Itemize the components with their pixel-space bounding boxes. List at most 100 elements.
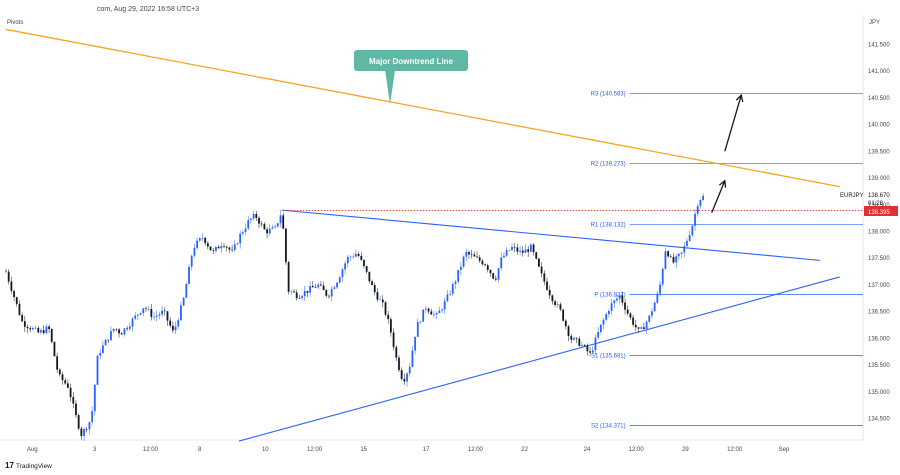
- candle-body: [112, 328, 115, 332]
- callout-text: Major Downtrend Line: [369, 57, 454, 66]
- candle-body: [416, 322, 419, 337]
- projection-arrow-shaft: [724, 95, 742, 152]
- pivot-label: R2 (139.273): [591, 161, 626, 167]
- candle-body: [64, 380, 67, 384]
- candle-body: [42, 330, 45, 334]
- candle-body: [562, 309, 565, 321]
- candle-body: [23, 321, 26, 327]
- price-axis[interactable]: 134.500 135.000 135.500 136.000 136.500 137.0…: [868, 42, 890, 422]
- candle-body: [258, 217, 260, 224]
- candle-body: [702, 195, 705, 200]
- candle-body: [621, 295, 624, 303]
- candle-body: [142, 308, 145, 314]
- candle-body: [519, 250, 521, 252]
- tradingview-logo[interactable]: 17 TradingView: [5, 461, 52, 470]
- candle-body: [67, 383, 69, 388]
- candle-body: [325, 290, 328, 296]
- y-tick-label: 137.500: [868, 256, 890, 262]
- chart-title: com, Aug 29, 2022 16:58 UTC+3: [97, 6, 199, 13]
- projection-arrow-head: [735, 93, 744, 103]
- candle-body: [252, 214, 255, 219]
- candle-body: [675, 256, 678, 263]
- candle-body: [220, 246, 223, 249]
- candle-body: [395, 347, 398, 358]
- candle-body: [696, 206, 699, 214]
- candle-body: [198, 238, 201, 241]
- upper-trend-line: [281, 209, 821, 261]
- candle-body: [61, 374, 64, 381]
- candle-body: [150, 308, 153, 317]
- candle-body: [489, 269, 492, 274]
- candle-body: [107, 339, 110, 341]
- tradingview-logo-icon: 17: [5, 461, 14, 470]
- candle-body: [193, 247, 196, 256]
- candle-body: [180, 305, 182, 321]
- time-axis[interactable]: Aug 3 12:00 8 10 12:00 15 17 12:00 22 24 12:00 29 12:…: [27, 447, 790, 453]
- candle-body: [656, 293, 659, 303]
- y-tick-label: 141.500: [868, 42, 890, 48]
- candle-body: [669, 256, 672, 257]
- y-tick-label: 139.000: [868, 176, 890, 182]
- candle-body: [139, 313, 142, 315]
- candle-body: [651, 311, 653, 316]
- pivot-label: R3 (140.583): [591, 91, 626, 97]
- candle-body: [586, 345, 589, 352]
- candle-body: [128, 326, 131, 329]
- candle-body: [648, 315, 651, 322]
- candle-body: [50, 328, 53, 342]
- x-tick-label: 12:00: [629, 447, 645, 453]
- candle-body: [123, 328, 126, 335]
- x-tick-label: 8: [198, 447, 202, 453]
- x-tick-label: 12:00: [468, 447, 484, 453]
- candle-body: [250, 218, 252, 221]
- candle-body: [196, 240, 198, 248]
- candle-body: [503, 255, 505, 258]
- candle-body: [101, 345, 104, 353]
- candle-body: [13, 290, 15, 298]
- candle-body: [616, 298, 618, 301]
- candle-body: [686, 240, 688, 247]
- y-tick-label: 135.500: [868, 363, 890, 369]
- candle-body: [18, 303, 21, 315]
- candle-body: [147, 308, 150, 310]
- candle-body: [438, 310, 441, 314]
- candle-body: [384, 302, 387, 315]
- candle-body: [494, 278, 497, 280]
- downtrend-callout[interactable]: Major Downtrend Line: [354, 50, 468, 105]
- candle-body: [155, 315, 158, 317]
- y-tick-label: 136.500: [868, 310, 890, 316]
- candle-body: [484, 264, 486, 266]
- candle-body: [570, 336, 573, 340]
- candle-body: [594, 337, 597, 351]
- candle-body: [672, 256, 675, 263]
- candle-body: [182, 297, 185, 306]
- trend-lines[interactable]: [5, 28, 863, 442]
- candle-body: [233, 244, 236, 250]
- candle-body: [48, 326, 50, 329]
- projection-arrows[interactable]: [711, 93, 744, 214]
- candle-body: [110, 331, 112, 341]
- pivot-label: S1 (135.681): [591, 353, 626, 359]
- candle-body: [29, 328, 32, 330]
- candle-body: [145, 308, 147, 310]
- candle-body: [268, 228, 271, 234]
- candle-body: [346, 256, 349, 264]
- symbol-badge[interactable]: EURJPY 138.670 01:28 138.395: [840, 193, 898, 216]
- candle-body: [177, 320, 180, 327]
- candle-body: [166, 311, 169, 321]
- candle-body: [602, 319, 605, 325]
- candle-body: [314, 287, 317, 288]
- candle-body: [169, 320, 172, 326]
- candle-body: [215, 246, 217, 251]
- candle-body: [511, 246, 513, 251]
- candle-body: [500, 257, 503, 269]
- candle-body: [104, 339, 107, 346]
- y-tick-label: 140.500: [868, 96, 890, 102]
- x-tick-label: 12:00: [727, 447, 743, 453]
- candle-body: [368, 271, 371, 282]
- projection-arrow-shaft: [711, 180, 726, 214]
- candle-body: [32, 328, 34, 330]
- pivots-indicator-label[interactable]: Pivots: [7, 20, 23, 26]
